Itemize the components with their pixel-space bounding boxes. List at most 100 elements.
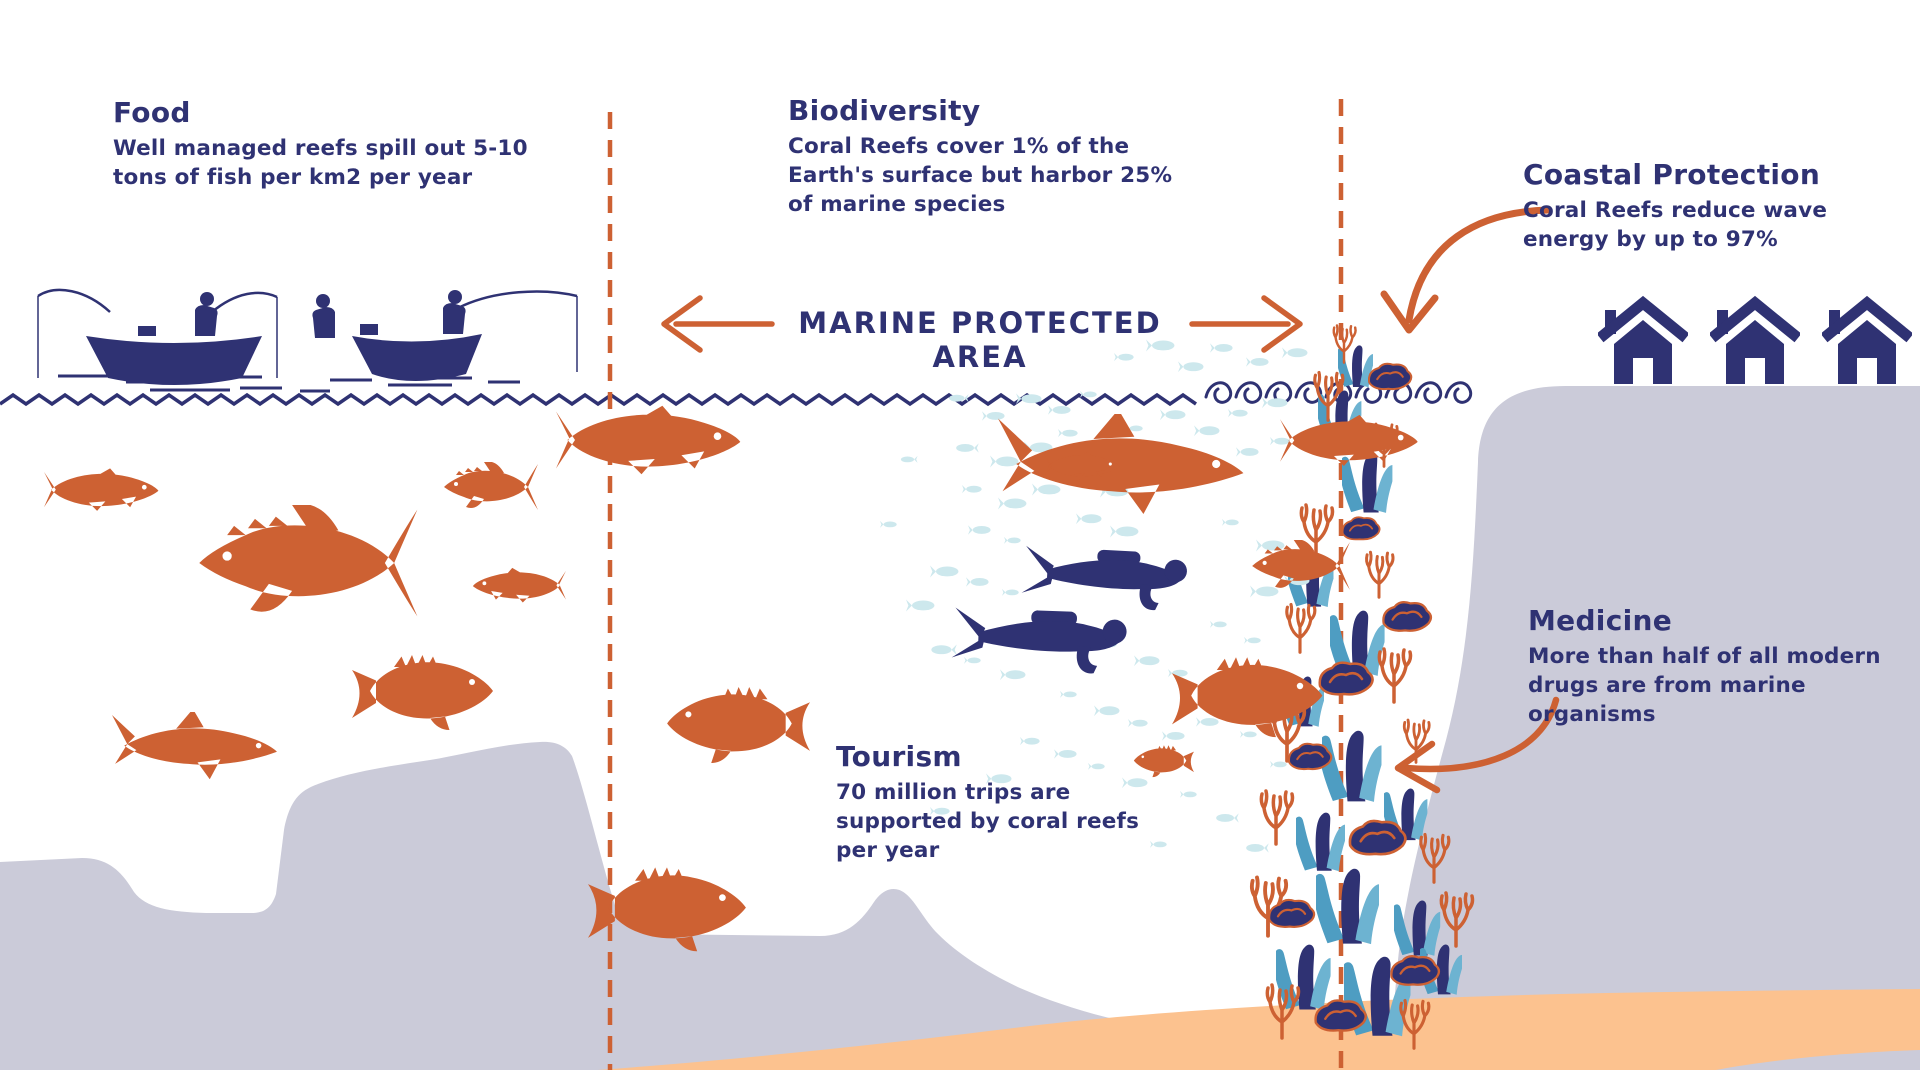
wave-curl-icon — [1264, 381, 1293, 404]
school-fish-icon — [1228, 409, 1248, 418]
fish-grouper-icon — [667, 687, 810, 764]
school-fish-icon — [1240, 730, 1257, 738]
school-fish-icon — [1002, 588, 1019, 596]
arrow-right-icon — [1189, 295, 1303, 353]
school-fish-icon — [880, 520, 897, 528]
school-fish-icon — [1210, 620, 1227, 628]
school-fish-icon — [968, 525, 991, 535]
school-fish-icon — [964, 656, 981, 664]
water-zigzag-icon — [0, 392, 1197, 407]
mpa-banner-arrows — [661, 295, 1303, 353]
school-fish-icon — [906, 599, 935, 612]
arrow-left-icon — [661, 295, 775, 353]
sand-band — [598, 989, 1920, 1070]
school-fish-icon — [1004, 536, 1021, 544]
scuba-divers — [951, 545, 1188, 675]
brain-coral-icon — [1341, 516, 1381, 541]
section-medicine-body: More than half of all modern drugs are f… — [1528, 644, 1881, 728]
branch-coral-icon — [1285, 602, 1317, 654]
wave-curl-icon — [1234, 381, 1263, 404]
section-tourism-body: 70 million trips are supported by coral … — [836, 780, 1140, 864]
fish-tuna-icon — [199, 505, 418, 617]
school-fish-icon — [1250, 585, 1279, 598]
wave-curl-icon — [1204, 381, 1233, 404]
school-fish-icon — [1180, 790, 1197, 798]
school-fish-icon — [1076, 513, 1102, 525]
fish-shark-icon — [998, 414, 1244, 514]
school-fish-icon — [1282, 347, 1308, 359]
fish-grouper-icon — [352, 655, 493, 730]
school-fish-icon — [1246, 357, 1269, 367]
school-fish-icon — [1110, 525, 1139, 538]
fish-grouper-icon — [1133, 745, 1194, 778]
section-food: Food Well managed reefs spill out 5-10 t… — [113, 96, 528, 192]
school-fish-icon — [956, 443, 979, 453]
school-fish-icon — [1246, 843, 1269, 853]
coastal-protection-arrow-icon — [1380, 206, 1552, 334]
fish-salmon-icon — [556, 405, 741, 475]
school-fish-icon — [962, 485, 982, 494]
house-icon — [1824, 303, 1910, 384]
school-fish-icon — [900, 455, 918, 463]
school-fish-icon — [1262, 397, 1288, 409]
branch-coral-icon — [1332, 324, 1357, 364]
section-tourism: Tourism 70 million trips are supported b… — [836, 740, 1139, 866]
fishing-boat-icon — [352, 290, 578, 381]
section-food-title: Food — [113, 96, 191, 129]
wave-curl-icon — [1444, 381, 1473, 404]
school-fish-icon — [1128, 719, 1148, 728]
section-tourism-title: Tourism — [836, 740, 962, 773]
water-surface-line — [0, 381, 1473, 407]
fish-shark-icon — [112, 712, 277, 780]
section-biodiversity-body: Coral Reefs cover 1% of the Earth's surf… — [788, 134, 1173, 218]
school-fish-icon — [1270, 760, 1287, 768]
school-fish-icon — [930, 565, 959, 578]
school-fish-icon — [1222, 518, 1239, 526]
section-medicine: Medicine More than half of all modern dr… — [1528, 604, 1881, 730]
school-fish-icon — [1150, 840, 1167, 848]
school-fish-icon — [1094, 705, 1120, 717]
section-biodiversity: Biodiversity Coral Reefs cover 1% of the… — [788, 94, 1172, 220]
school-fish-icon — [990, 455, 1019, 468]
brain-coral-icon — [1348, 819, 1407, 856]
house-icon — [1600, 303, 1686, 384]
coastal-houses — [1600, 303, 1910, 384]
school-fish-icon — [1060, 690, 1077, 698]
seabed-corner — [1716, 1050, 1920, 1070]
coastal-land — [1392, 386, 1920, 1070]
mpa-banner-label: MARINE PROTECTED AREA — [798, 306, 1162, 374]
branch-coral-icon — [1365, 550, 1395, 599]
brain-coral-icon — [1288, 742, 1333, 771]
school-fish-icon — [1196, 717, 1219, 727]
section-medicine-title: Medicine — [1528, 604, 1673, 637]
branch-coral-icon — [1259, 789, 1295, 846]
section-coastal-protection-title: Coastal Protection — [1523, 158, 1821, 191]
fishing-boat-icon — [37, 288, 335, 385]
diver-icon — [1021, 545, 1188, 612]
school-fish-icon — [1244, 636, 1261, 644]
school-fish-icon — [1048, 405, 1071, 415]
section-biodiversity-title: Biodiversity — [788, 94, 981, 127]
school-fish-icon — [1032, 483, 1061, 496]
school-fish-icon — [1270, 437, 1290, 446]
brain-coral-icon — [1268, 898, 1316, 928]
seabed-mid — [0, 741, 1920, 1070]
school-fish-icon — [931, 644, 957, 656]
diver-icon — [951, 607, 1128, 675]
wave-curl-icon — [1414, 381, 1443, 404]
school-fish-icon — [1160, 409, 1186, 421]
fish-salmon-icon — [44, 468, 159, 511]
brain-coral-icon — [1382, 601, 1433, 632]
school-fish-icon — [1058, 429, 1078, 438]
tube-sponge-icon — [1316, 868, 1379, 945]
school-fish-icon — [1210, 343, 1233, 353]
house-icon — [1712, 303, 1798, 384]
fish-tuna-icon — [444, 462, 538, 510]
school-fish-icon — [1236, 447, 1259, 457]
school-fish-icon — [1000, 669, 1026, 681]
school-fish-icon — [982, 411, 1005, 421]
water-ripple-dashes — [58, 374, 520, 393]
seabed-terrain — [0, 386, 1920, 1070]
